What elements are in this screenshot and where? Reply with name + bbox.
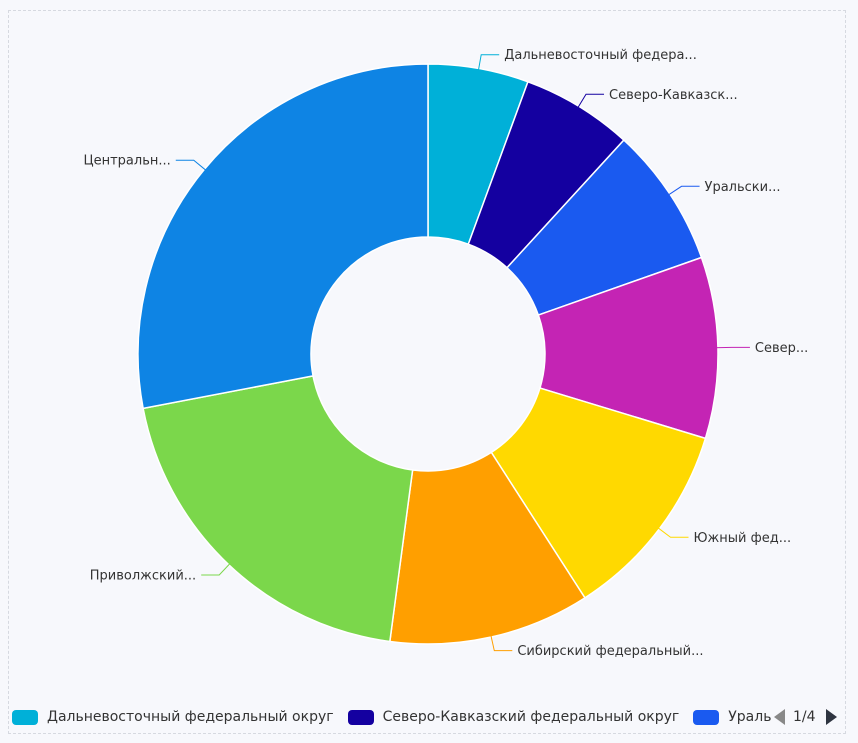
legend-page-indicator: 1/4	[793, 709, 816, 725]
legend-item[interactable]: Дальневосточный федеральный округ	[12, 709, 334, 725]
legend-item[interactable]: Уральский федеральный округ	[693, 709, 772, 725]
donut-slice[interactable]	[142, 375, 414, 643]
slice-label: Южный фед...	[694, 531, 792, 546]
slice-label: Дальневосточный федера...	[504, 48, 697, 63]
slice-label: Северо-Кавказск...	[609, 88, 738, 103]
label-leader-line	[489, 633, 513, 652]
legend: Дальневосточный федеральный округ Северо-…	[12, 706, 772, 728]
label-leader-line	[666, 185, 700, 197]
legend-swatch	[12, 709, 38, 725]
donut-slice[interactable]	[490, 387, 707, 599]
legend-label: Уральский федеральный округ	[728, 709, 772, 725]
slice-label: Уральски...	[705, 180, 781, 195]
legend-pager: 1/4	[774, 706, 837, 728]
legend-next-arrow-icon[interactable]	[825, 709, 837, 725]
label-leader-line	[655, 526, 689, 538]
legend-label: Дальневосточный федеральный округ	[47, 709, 334, 725]
donut-slice[interactable]	[137, 63, 429, 410]
legend-label: Северо-Кавказский федеральный округ	[382, 709, 680, 725]
slice-label: Сибирский федеральный...	[517, 644, 703, 659]
label-leader-line	[576, 93, 605, 110]
legend-item[interactable]: Северо-Кавказский федеральный округ	[347, 709, 680, 725]
slice-label: Центральн...	[84, 154, 171, 169]
label-leader-line	[175, 159, 208, 173]
legend-prev-arrow-icon[interactable]	[774, 709, 785, 725]
slice-label: Север...	[755, 341, 808, 356]
slice-label: Приволжский...	[90, 568, 196, 583]
donut-slice[interactable]	[389, 451, 586, 645]
label-leader-line	[477, 54, 500, 73]
legend-swatch	[347, 709, 374, 725]
legend-swatch	[693, 709, 720, 725]
label-leader-line	[201, 561, 232, 576]
chart-frame	[8, 10, 846, 734]
